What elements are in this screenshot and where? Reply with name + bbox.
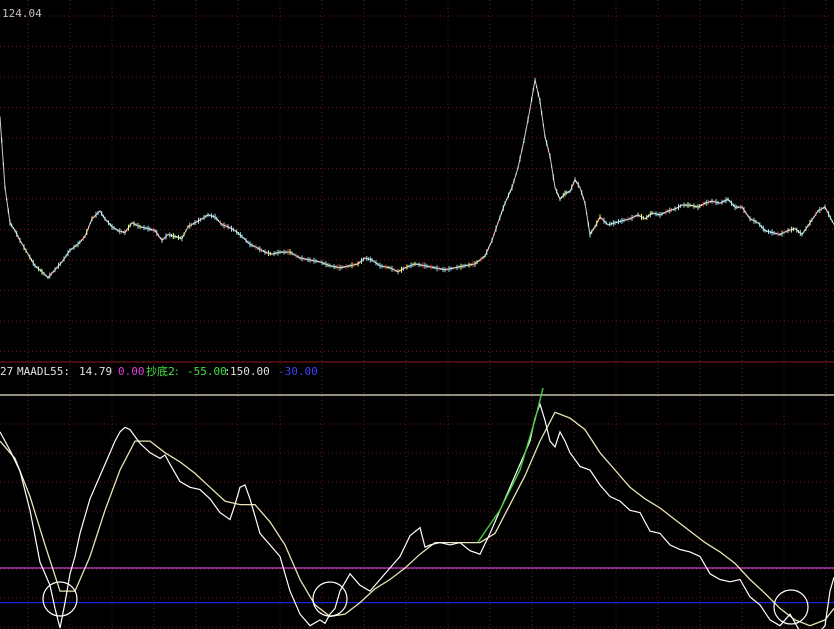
indicator-panel[interactable] — [0, 387, 834, 629]
indicator-label-bar: 27 MAADL55: 14.79 0.00 抄底2: -55.00 : 150… — [0, 364, 318, 378]
indicator-name-value: 14.79 — [79, 365, 112, 378]
rising-signal-segment — [477, 387, 544, 543]
indicator-fragment: 27 — [0, 365, 13, 378]
price-line[interactable] — [0, 79, 834, 279]
zero-line-value: 0.00 — [118, 365, 145, 378]
price-panel[interactable] — [0, 77, 834, 280]
maadl55-line[interactable] — [0, 402, 834, 629]
upper-separator: : — [224, 365, 231, 378]
indicator-ma-line[interactable] — [0, 411, 834, 627]
indicator-name-label: MAADL55: — [17, 365, 70, 378]
price-top-value: 124.04 — [2, 7, 42, 20]
bottom-signal-circle — [773, 589, 809, 625]
bottom-signal-circle — [42, 581, 78, 617]
bottom-value: -55.00 — [187, 365, 227, 378]
upper-line-value: 150.00 — [230, 365, 270, 378]
bottom-signal-circle — [312, 581, 348, 617]
bottom-signal-markers — [42, 581, 809, 625]
lower-line-value: -30.00 — [278, 365, 318, 378]
bottom-label: 抄底2: — [146, 364, 179, 378]
reference-lines — [0, 394, 834, 604]
